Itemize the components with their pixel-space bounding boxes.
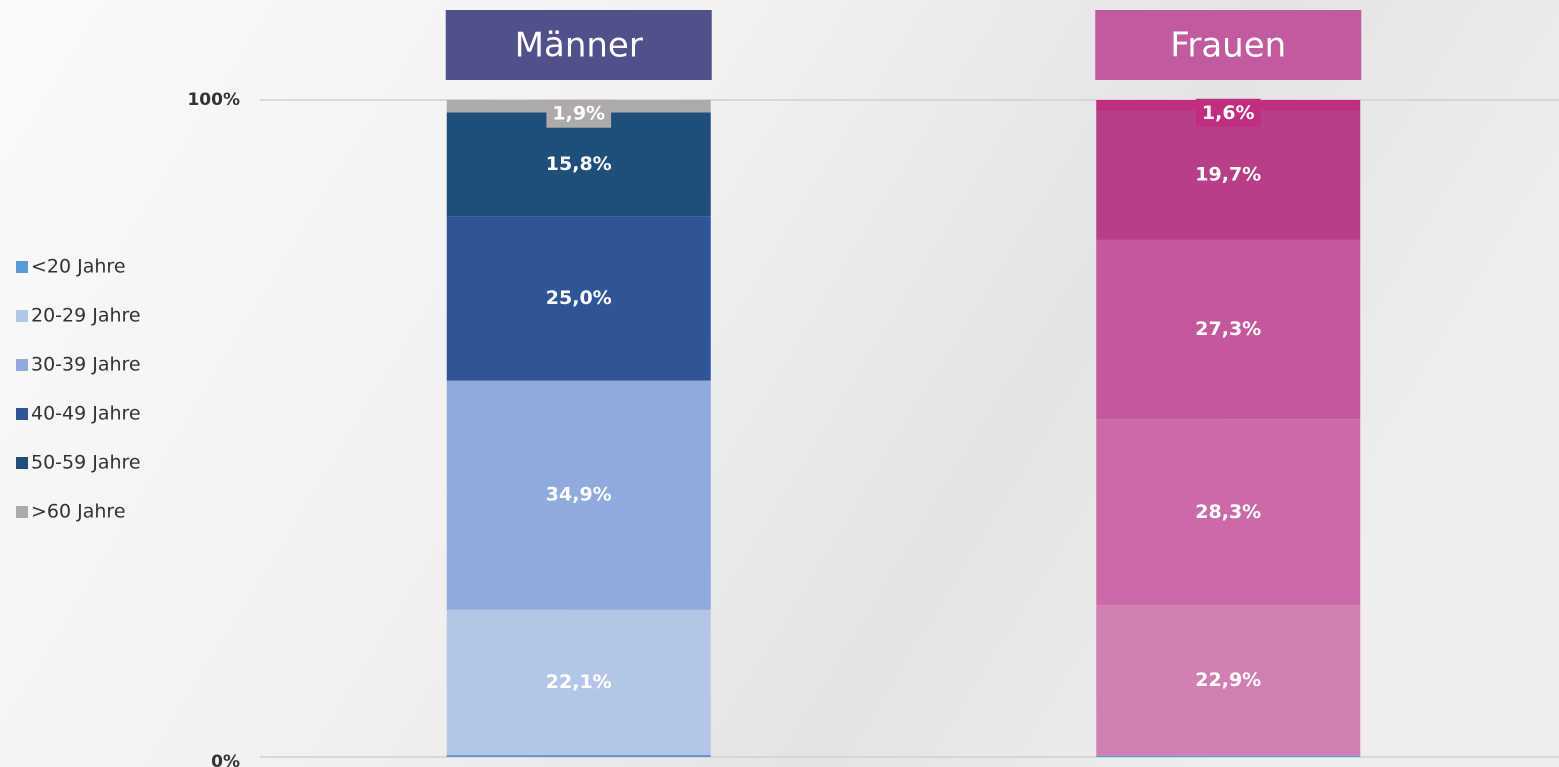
bar-segment: [1096, 110, 1361, 240]
legend-label: 30-39 Jahre: [31, 354, 141, 376]
data-label: 1,6%: [1202, 102, 1255, 124]
bar-segment: [446, 609, 711, 756]
data-label: 34,9%: [546, 484, 612, 506]
data-label-box: [546, 99, 612, 128]
legend-label: 40-49 Jahre: [31, 403, 141, 425]
legend-swatch: [16, 457, 28, 469]
category-header: [1095, 10, 1362, 80]
y-tick-label: 0%: [211, 752, 240, 767]
category-label: Männer: [515, 26, 643, 66]
bar-segment: [1096, 755, 1361, 757]
legend-swatch: [16, 506, 28, 518]
bar-segment: [446, 112, 711, 217]
data-label: 28,3%: [1195, 501, 1261, 523]
data-label: 27,3%: [1195, 318, 1261, 340]
data-label: 22,9%: [1195, 669, 1261, 691]
bar-segment: [1096, 419, 1361, 606]
data-label-box: [1195, 98, 1261, 127]
bar-segment: [446, 216, 711, 381]
bar-segment: [1096, 605, 1361, 756]
category-label: Frauen: [1170, 26, 1286, 66]
data-label: 25,0%: [546, 287, 612, 309]
data-label: 1,9%: [552, 103, 605, 125]
legend-label: 20-29 Jahre: [31, 305, 141, 327]
legend-label: >60 Jahre: [31, 501, 126, 523]
category-header: [445, 10, 712, 80]
data-label: 22,1%: [546, 671, 612, 693]
legend-label: 50-59 Jahre: [31, 452, 141, 474]
legend-swatch: [16, 261, 28, 273]
legend-swatch: [16, 359, 28, 371]
data-label: 19,7%: [1195, 164, 1261, 186]
legend-label: <20 Jahre: [31, 256, 126, 278]
y-tick-label: 100%: [187, 90, 240, 110]
bar-segment: [446, 755, 711, 757]
legend-swatch: [16, 310, 28, 322]
data-label: 15,8%: [546, 153, 612, 175]
bar-segment: [446, 380, 711, 610]
legend-swatch: [16, 408, 28, 420]
bar-segment: [1096, 239, 1361, 420]
